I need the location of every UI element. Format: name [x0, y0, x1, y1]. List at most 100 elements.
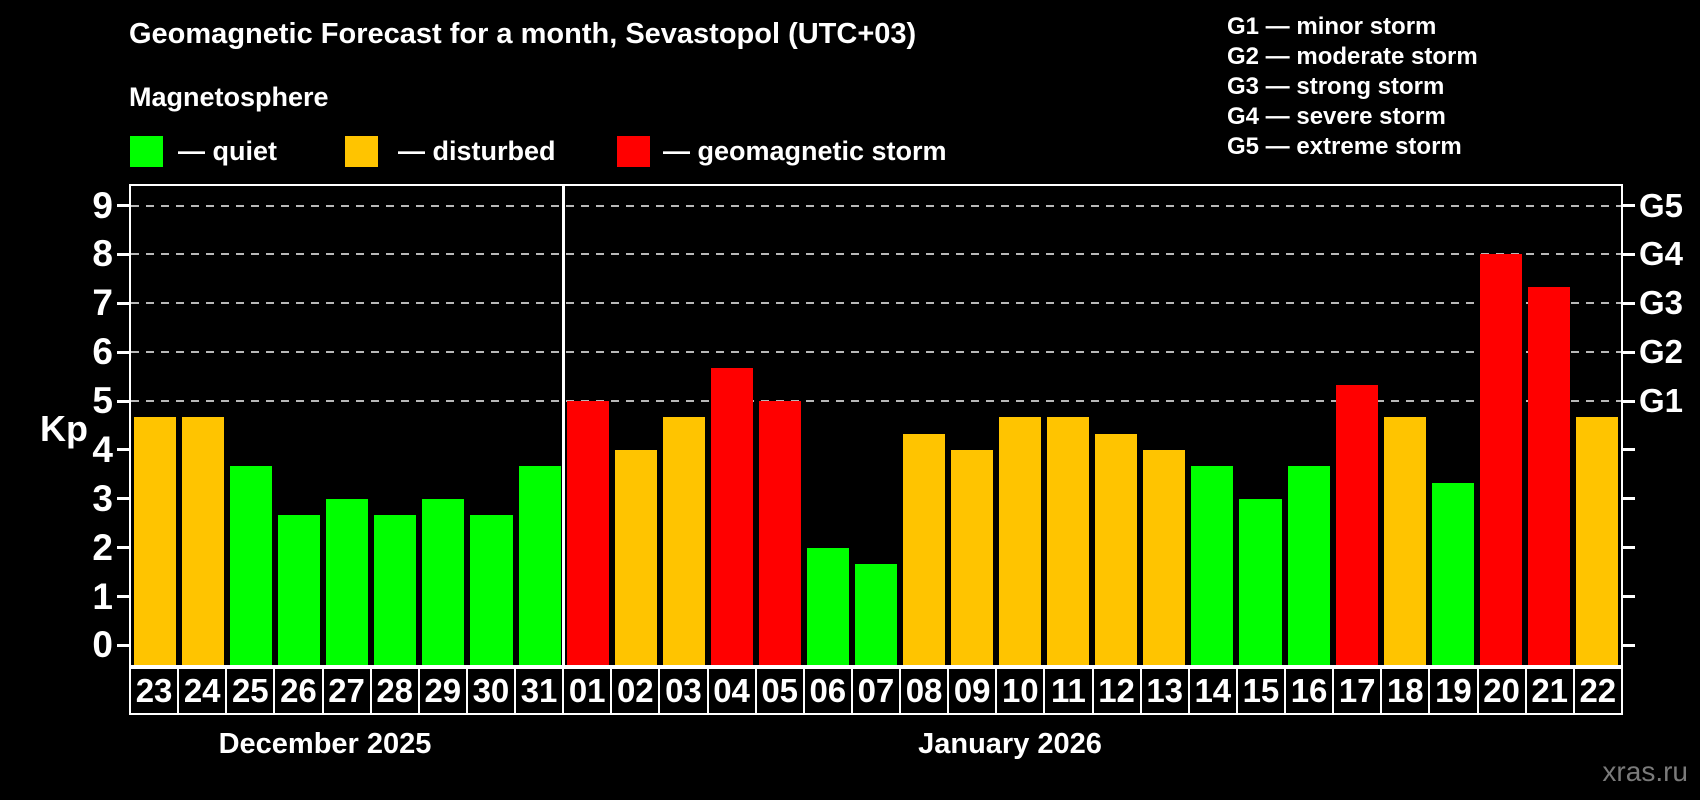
bar-day-05 [758, 401, 801, 665]
right-tick-2 [1623, 546, 1635, 550]
bar-day-24 [182, 417, 225, 665]
date-cell-31: 31 [514, 667, 565, 715]
bar-day-31 [518, 466, 561, 665]
date-cell-09: 09 [947, 667, 998, 715]
bar-day-02 [614, 449, 657, 665]
bar-day-23 [134, 417, 177, 665]
date-cell-18: 18 [1380, 667, 1431, 715]
left-tick-1 [117, 595, 129, 599]
bar-day-12 [1095, 433, 1138, 665]
y-axis-title: Kp [40, 408, 88, 449]
left-tick-5 [117, 399, 129, 403]
storm-scale-legend: G1 — minor storm G2 — moderate storm G3 — … [1227, 12, 1478, 162]
storm-scale-line-3: G3 — strong storm [1227, 73, 1445, 100]
g-scale-label-g1: G1 [1639, 382, 1684, 420]
y-tick-label-6: 6 [92, 331, 113, 373]
date-cell-16: 16 [1284, 667, 1335, 715]
bar-day-14 [1191, 466, 1234, 665]
right-tick-1 [1623, 595, 1635, 599]
date-cell-28: 28 [369, 667, 420, 715]
date-cell-08: 08 [899, 667, 950, 715]
bar-day-13 [1143, 449, 1186, 665]
g-scale-label-g3: G3 [1639, 284, 1684, 322]
date-cell-17: 17 [1332, 667, 1383, 715]
bar-day-20 [1479, 254, 1522, 665]
gridline-kp-9 [131, 204, 1621, 207]
date-cell-06: 06 [802, 667, 853, 715]
bar-day-11 [1047, 417, 1090, 665]
y-tick-label-9: 9 [92, 184, 113, 226]
disturbed-legend-swatch [345, 136, 378, 167]
date-cell-20: 20 [1476, 667, 1527, 715]
left-tick-8 [117, 252, 129, 256]
bar-day-17 [1335, 384, 1378, 665]
date-cell-14: 14 [1187, 667, 1238, 715]
right-tick-8 [1623, 252, 1635, 256]
date-cell-23: 23 [129, 667, 180, 715]
g-scale-label-g2: G2 [1639, 333, 1684, 371]
right-tick-6 [1623, 350, 1635, 354]
bar-day-16 [1287, 466, 1330, 665]
bar-day-18 [1383, 417, 1426, 665]
right-tick-4 [1623, 448, 1635, 452]
bar-day-22 [1575, 417, 1618, 665]
bar-day-01 [566, 401, 609, 665]
right-tick-3 [1623, 497, 1635, 501]
date-cell-21: 21 [1524, 667, 1575, 715]
bar-day-10 [999, 417, 1042, 665]
date-cell-05: 05 [754, 667, 805, 715]
left-tick-9 [117, 204, 129, 208]
plot-area [129, 184, 1623, 667]
chart-title: Geomagnetic Forecast for a month, Sevast… [129, 18, 917, 50]
right-tick-0 [1623, 643, 1635, 647]
y-tick-label-5: 5 [92, 380, 113, 422]
g-scale-label-g4: G4 [1639, 235, 1684, 273]
storm-scale-line-1: G1 — minor storm [1227, 13, 1437, 40]
bar-day-28 [374, 514, 417, 665]
y-tick-label-8: 8 [92, 233, 113, 275]
bar-day-19 [1431, 482, 1474, 665]
date-cell-30: 30 [465, 667, 516, 715]
date-cell-24: 24 [177, 667, 228, 715]
left-tick-6 [117, 350, 129, 354]
bar-day-15 [1239, 498, 1282, 665]
y-tick-label-1: 1 [92, 575, 113, 617]
bar-day-09 [951, 449, 994, 665]
date-cell-02: 02 [610, 667, 661, 715]
gridline-kp-8 [131, 253, 1621, 256]
storm-legend-label: — geomagnetic storm [663, 136, 947, 166]
left-tick-7 [117, 301, 129, 305]
date-cell-27: 27 [321, 667, 372, 715]
date-axis: 23 24 25 26 27 28 29 30 31 01 02 03 04 05 06 07 08 09 10 11… [129, 667, 1623, 715]
g-scale-label-g5: G5 [1639, 186, 1684, 224]
date-cell-12: 12 [1091, 667, 1142, 715]
bar-day-25 [230, 466, 273, 665]
right-tick-7 [1623, 301, 1635, 305]
date-cell-11: 11 [1043, 667, 1094, 715]
date-cell-26: 26 [273, 667, 324, 715]
y-tick-label-4: 4 [92, 428, 113, 470]
date-cell-04: 04 [706, 667, 757, 715]
bar-day-04 [710, 368, 753, 665]
bar-day-27 [326, 498, 369, 665]
storm-scale-line-2: G2 — moderate storm [1227, 43, 1478, 70]
date-cell-19: 19 [1428, 667, 1479, 715]
chart-subtitle: Magnetosphere [129, 82, 329, 112]
storm-scale-line-5: G5 — extreme storm [1227, 133, 1462, 160]
right-tick-9 [1623, 204, 1635, 208]
bar-day-08 [903, 433, 946, 665]
date-cell-03: 03 [658, 667, 709, 715]
bar-day-30 [470, 514, 513, 665]
date-cell-22: 22 [1572, 667, 1623, 715]
month-label-december: December 2025 [218, 728, 432, 760]
month-label-january: January 2026 [918, 728, 1102, 760]
date-cell-15: 15 [1235, 667, 1286, 715]
plot-inner [131, 186, 1621, 665]
date-cell-29: 29 [417, 667, 468, 715]
month-separator [562, 186, 566, 665]
y-tick-label-2: 2 [92, 526, 113, 568]
left-tick-4 [117, 448, 129, 452]
gridline-kp-7 [131, 302, 1621, 305]
bar-day-29 [422, 498, 465, 665]
